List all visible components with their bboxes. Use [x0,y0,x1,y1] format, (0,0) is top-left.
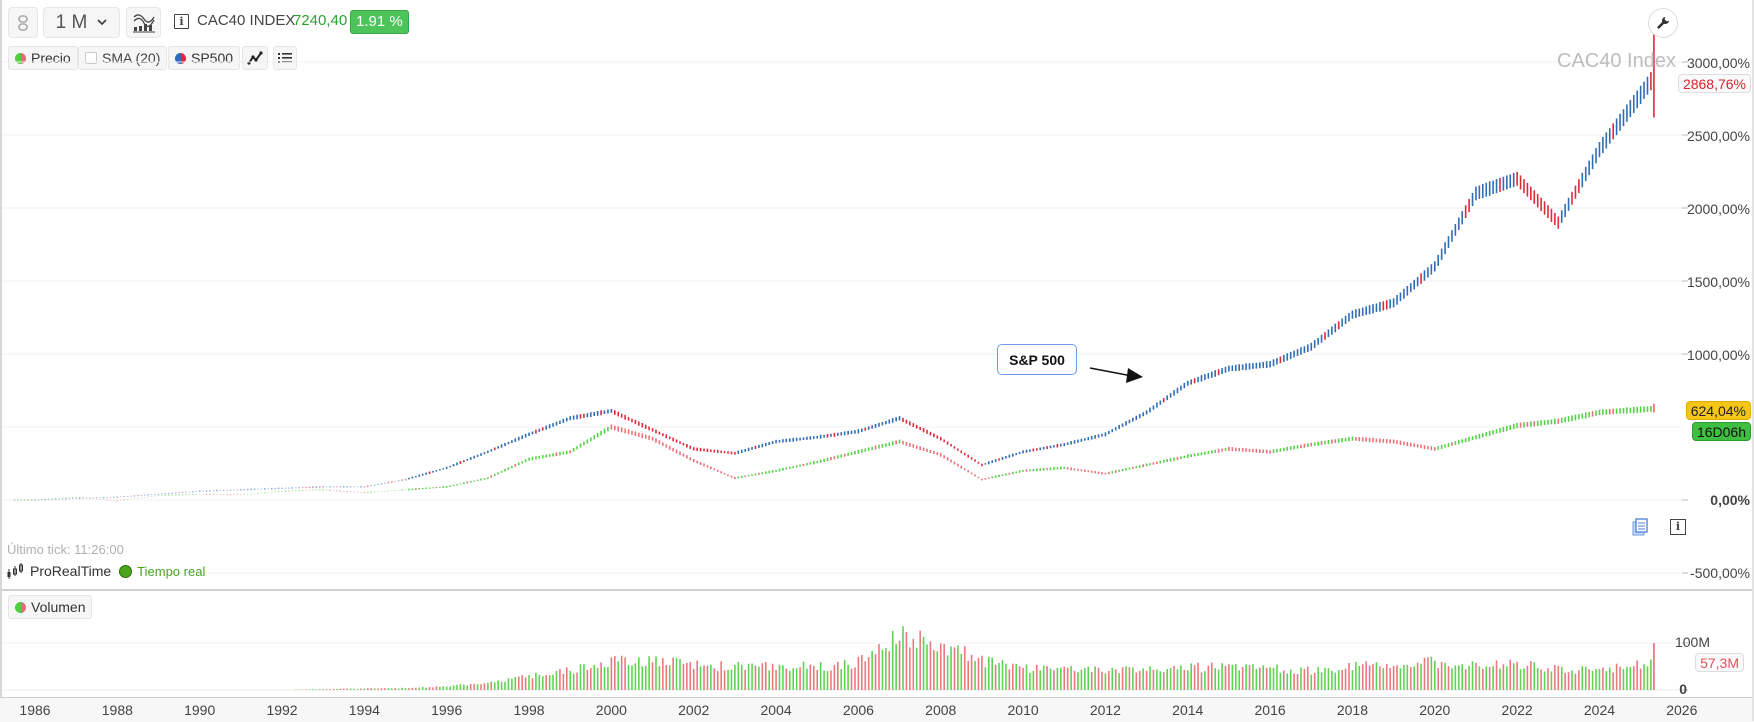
chart-info-button[interactable]: i [1670,519,1686,535]
bar-countdown: 16D06h [1691,422,1751,441]
x-axis-tick: 1998 [513,702,545,718]
price-tick-zero: 0,00% [1710,492,1750,508]
sp500-annotation[interactable]: S&P 500 [997,344,1077,375]
price-tick: -500,00% [1690,565,1750,581]
left-border [0,0,2,721]
price-tick: 1500,00% [1686,274,1750,290]
instrument-name[interactable]: CAC40 INDEX [197,12,296,29]
x-axis-tick: 2004 [760,702,792,718]
legend-volumen[interactable]: Volumen [8,595,93,619]
line-chart-icon [247,51,263,65]
settings-button[interactable] [1648,8,1678,38]
volume-last-value: 57,3M [1695,653,1744,672]
candlestick-icon [7,563,23,579]
right-border [1752,0,1754,721]
x-axis-tick: 2016 [1254,702,1286,718]
sma-checkbox[interactable] [85,52,97,64]
sp500-color-icon [175,52,186,64]
volumen-color-icon [15,601,26,613]
report-button[interactable] [1632,518,1650,541]
x-axis-tick: 2000 [595,702,627,718]
x-axis-tick: 2010 [1007,702,1039,718]
volume-tick: 100M [1674,634,1710,650]
drawing-tool-button[interactable] [242,46,268,70]
x-axis-tick: 2012 [1089,702,1121,718]
x-axis-tick: 1992 [266,702,298,718]
document-icon [1632,518,1648,536]
instrument-price: 7240,40 [293,12,348,29]
x-axis-tick: 2018 [1336,702,1369,718]
indicators-icon [132,13,155,32]
x-axis-tick: 2022 [1501,702,1533,718]
price-tick: 2500,00% [1686,128,1750,144]
x-axis-tick: 1988 [101,702,133,718]
link-button[interactable] [8,7,38,38]
price-axis[interactable]: 3000,00% 2500,00% 2000,00% 1500,00% 1000… [1682,0,1754,590]
realtime-label: Tiempo real [137,563,206,579]
info-icon[interactable]: i [174,14,189,29]
x-axis-tick: 2006 [842,702,874,718]
x-axis-tick: 1990 [184,702,216,718]
x-axis-tick: 2024 [1583,702,1616,718]
x-axis-tick: 1996 [431,702,463,718]
x-axis-tick: 1986 [19,702,51,718]
price-tick: 1000,00% [1686,347,1750,363]
realtime-dot-icon [119,564,133,578]
x-axis-tick: 2026 [1666,702,1698,718]
price-tick: 3000,00% [1686,55,1750,71]
link-icon [18,14,28,31]
x-axis-tick: 1994 [348,702,380,718]
last-tick: Último tick: 11:26:00 [7,542,124,557]
watermark: CAC40 Index [1557,50,1676,72]
sp500-last-value: 2868,76% [1677,74,1751,93]
x-axis-tick: 2002 [678,702,710,718]
indicators-button[interactable] [126,7,161,38]
provider-row: ProRealTime Tiempo real [7,563,205,579]
wrench-icon [1657,17,1669,29]
chevron-down-icon [97,19,107,26]
x-axis-tick: 2014 [1172,702,1204,718]
precio-color-icon [15,52,26,64]
change-badge: 1.91 % [350,10,409,34]
volume-tick-zero: 0 [1679,681,1687,697]
pane-divider[interactable] [0,589,1754,591]
x-axis[interactable] [0,697,1754,722]
timeframe-value: 1 M [55,11,88,33]
x-axis-tick: 2008 [925,702,957,718]
timeframe-select[interactable]: 1 M [43,7,120,38]
provider-name: ProRealTime [30,563,112,579]
x-axis-tick: 2020 [1419,702,1451,718]
price-tick: 2000,00% [1686,201,1750,217]
cac40-last-value: 624,04% [1685,401,1751,420]
